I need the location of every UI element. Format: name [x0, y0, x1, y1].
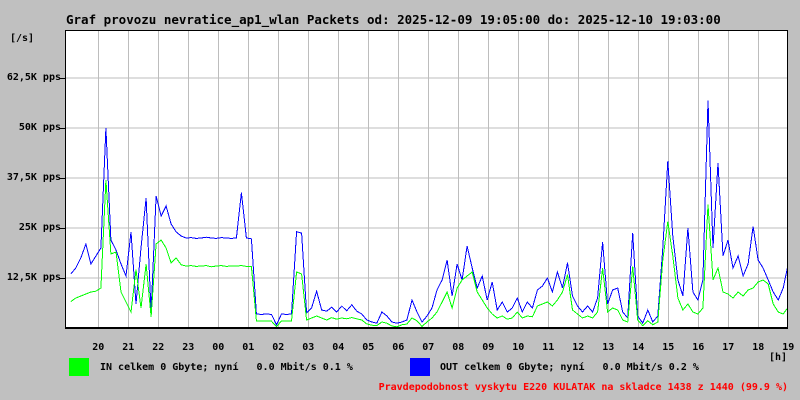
x-tick-label: 08 — [452, 342, 465, 353]
y-tick-label: 50K pps — [18, 122, 61, 133]
x-tick-label: 07 — [422, 342, 435, 353]
x-tick-label: 12 — [572, 342, 585, 353]
x-tick-label: 17 — [722, 342, 735, 353]
x-tick-label: 01 — [242, 342, 255, 353]
x-axis-unit-label: [h] — [769, 352, 788, 363]
y-tick-mark — [59, 178, 65, 179]
x-tick-label: 22 — [152, 342, 165, 353]
y-tick-label: 62,5K pps — [6, 72, 61, 83]
y-tick-label: 37,5K pps — [6, 172, 61, 183]
x-tick-label: 15 — [662, 342, 675, 353]
x-tick-label: 23 — [182, 342, 195, 353]
series-in-line — [70, 179, 788, 328]
y-tick-mark — [59, 278, 65, 279]
warning-text: Pravdepodobnost vyskytu E220 KULATAK na … — [378, 382, 788, 393]
x-tick-label: 03 — [302, 342, 315, 353]
y-tick-mark — [59, 128, 65, 129]
page-title: Graf provozu nevratice_ap1_wlan Packets … — [66, 12, 721, 27]
legend-in-swatch — [69, 358, 89, 376]
legend-out-label: OUT celkem 0 Gbyte; nyní 0.0 Mbit/s 0.2 … — [440, 362, 699, 373]
x-tick-label: 05 — [362, 342, 375, 353]
x-tick-label: 18 — [752, 342, 765, 353]
x-tick-label: 02 — [272, 342, 285, 353]
y-tick-mark — [59, 78, 65, 79]
series-out-line — [70, 100, 788, 326]
y-tick-mark — [59, 228, 65, 229]
x-tick-label: 21 — [122, 342, 135, 353]
traffic-chart — [65, 30, 788, 329]
x-axis-line — [65, 327, 788, 329]
y-tick-label: 12,5K pps — [6, 272, 61, 283]
x-tick-label: 16 — [692, 342, 705, 353]
plot-area — [65, 30, 788, 329]
x-tick-label: 10 — [512, 342, 525, 353]
x-tick-label: 20 — [92, 342, 105, 353]
x-tick-label: 09 — [482, 342, 495, 353]
legend-out-swatch — [410, 358, 430, 376]
x-tick-label: 11 — [542, 342, 555, 353]
y-axis-unit-label: [/s] — [10, 33, 35, 44]
x-tick-label: 04 — [332, 342, 345, 353]
x-tick-label: 14 — [632, 342, 645, 353]
x-tick-label: 00 — [212, 342, 225, 353]
x-tick-label: 13 — [602, 342, 615, 353]
y-tick-label: 25K pps — [18, 222, 61, 233]
legend-in-label: IN celkem 0 Gbyte; nyní 0.0 Mbit/s 0.1 % — [100, 362, 353, 373]
x-tick-label: 19 — [782, 342, 795, 353]
x-tick-label: 06 — [392, 342, 405, 353]
